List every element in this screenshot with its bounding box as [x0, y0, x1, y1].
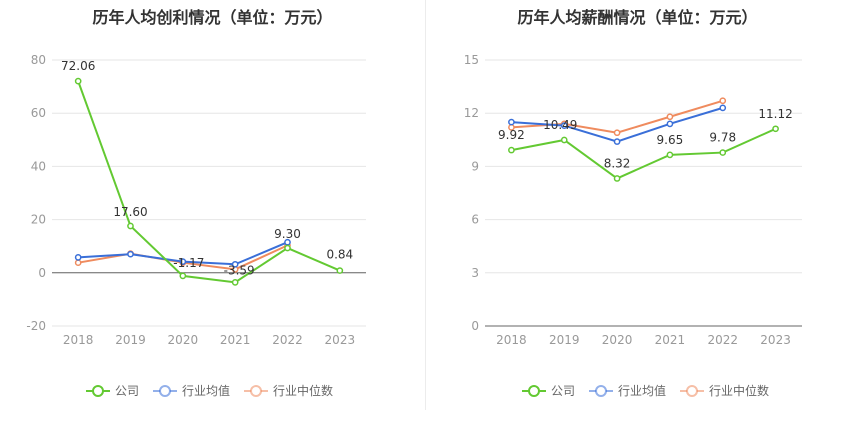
x-tick-label: 2021: [220, 333, 251, 347]
series-line: [77, 80, 341, 284]
legend-label: 公司: [551, 384, 575, 398]
legend-label: 行业均值: [618, 383, 666, 398]
data-label: 10.49: [543, 118, 577, 132]
x-tick-label: 2023: [760, 333, 791, 347]
x-tick-label: 2019: [549, 333, 580, 347]
legend-swatch-marker: [686, 385, 698, 397]
chart-per-capita-salary: 历年人均薪酬情况（单位：万元） 0 3 6 9 12 15 2018 2019 2020 2021…: [425, 0, 850, 436]
data-point: [179, 258, 187, 265]
legend-swatch-marker: [159, 385, 171, 397]
legend-label: 行业中位数: [273, 383, 333, 398]
y-tick-label: 12: [464, 106, 479, 120]
data-label: 9.78: [709, 131, 736, 145]
data-point: [74, 77, 82, 85]
data-label: 72.06: [61, 59, 95, 73]
legend-item: 行业中位数: [680, 383, 769, 398]
chart-divider: [425, 0, 426, 410]
data-label: -3.59: [224, 263, 255, 277]
x-tick-label: 2019: [115, 333, 146, 347]
legend-label: 公司: [115, 384, 139, 398]
legend-item: 行业中位数: [244, 383, 333, 398]
data-point: [719, 149, 727, 156]
data-point: [666, 151, 674, 159]
data-point: [74, 259, 82, 267]
data-point: [231, 278, 239, 286]
data-point: [719, 104, 727, 112]
chart-title: 历年人均创利情况（单位：万元）: [92, 8, 333, 27]
x-tick-label: 2020: [602, 333, 633, 347]
legend-label: 行业中位数: [709, 383, 769, 398]
chart-plot-area: 0 3 6 9 12 15 2018 2019 2020 2021 2022 2023 9.92 10.4…: [464, 53, 802, 398]
chart-per-capita-profit: 历年人均创利情况（单位：万元） -20 0 20 40 60 80 2018 2019 2020…: [26, 8, 366, 398]
data-point: [772, 125, 779, 133]
data-point: [508, 146, 515, 154]
legend-item: 行业均值: [153, 383, 230, 398]
data-label: 11.12: [758, 107, 792, 121]
legend-item: 公司: [86, 384, 139, 398]
data-point: [127, 222, 134, 230]
data-point: [127, 250, 134, 258]
legend-swatch-marker: [528, 385, 540, 397]
data-point: [231, 260, 239, 268]
legend-swatch-marker: [250, 385, 262, 397]
data-point: [719, 97, 727, 105]
data-point: [508, 118, 515, 126]
y-tick-label: 3: [471, 266, 479, 280]
data-point: [560, 122, 568, 129]
legend-swatch-marker: [92, 385, 104, 397]
legend-item: 行业均值: [589, 383, 666, 398]
series-line: [511, 127, 776, 180]
y-tick-label: 80: [31, 53, 46, 67]
data-label: 9.65: [657, 133, 684, 147]
y-tick-label: 6: [471, 213, 479, 227]
x-tick-label: 2020: [168, 333, 199, 347]
x-tick-label: 2023: [325, 333, 356, 347]
data-label: 17.60: [113, 205, 147, 219]
y-tick-label: 60: [31, 106, 46, 120]
data-label: 8.32: [604, 156, 631, 170]
data-label: 9.30: [274, 227, 301, 241]
data-point: [613, 175, 621, 182]
data-point: [284, 244, 291, 252]
y-tick-label: 0: [38, 266, 46, 280]
data-point: [560, 136, 568, 144]
chart-title: 历年人均薪酬情况（单位：万元）: [517, 8, 758, 27]
x-tick-label: 2021: [655, 333, 686, 347]
y-tick-label: 0: [471, 319, 479, 333]
data-point: [613, 129, 621, 137]
x-tick-label: 2022: [272, 333, 303, 347]
x-tick-label: 2018: [496, 333, 527, 347]
x-tick-label: 2022: [707, 333, 738, 347]
data-point: [666, 120, 674, 128]
y-tick-label: 9: [471, 159, 479, 173]
legend-swatch-marker: [595, 385, 607, 397]
legend-item: 公司: [522, 384, 575, 398]
data-point: [613, 138, 621, 145]
data-point: [666, 113, 674, 121]
legend-label: 行业均值: [182, 383, 230, 398]
data-label: 9.92: [498, 128, 525, 142]
data-point: [74, 254, 82, 261]
data-point: [336, 267, 344, 274]
y-tick-label: 15: [464, 53, 479, 67]
data-label: 0.84: [326, 248, 353, 262]
data-label: -1.17: [173, 256, 204, 270]
data-point: [179, 272, 187, 280]
y-tick-label: -20: [26, 319, 46, 333]
x-tick-label: 2018: [63, 333, 94, 347]
chart-plot-area: -20 0 20 40 60 80 2018 2019 2020 2021 2022 2023 72.0…: [26, 53, 366, 398]
y-tick-label: 40: [31, 159, 46, 173]
y-tick-label: 20: [31, 213, 46, 227]
